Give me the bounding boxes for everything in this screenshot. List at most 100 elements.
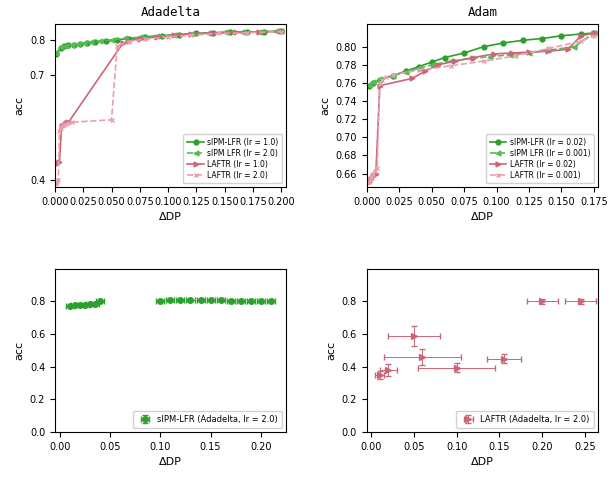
sIPM LFR (lr = 2.0): [81, 40, 88, 46]
sIPM LFR (lr = 0.001): [448, 58, 455, 64]
LAFTR (lr = 0.02): [577, 33, 584, 39]
LAFTR (lr = 0.02): [370, 173, 377, 179]
sIPM-LFR (lr = 0.02): [519, 37, 526, 43]
LAFTR (lr = 2.0): [68, 120, 76, 125]
sIPM-LFR (lr = 0.02): [366, 83, 373, 88]
LAFTR (lr = 2.0): [278, 29, 285, 35]
sIPM LFR (lr = 2.0): [204, 30, 212, 36]
sIPM LFR (lr = 0.001): [376, 76, 384, 82]
LAFTR (lr = 2.0): [113, 43, 121, 49]
LAFTR (lr = 2.0): [55, 177, 62, 183]
LAFTR (lr = 0.02): [564, 47, 572, 52]
LAFTR (lr = 1.0): [60, 122, 68, 128]
sIPM LFR (lr = 2.0): [74, 41, 81, 47]
LAFTR (lr = 2.0): [244, 30, 251, 36]
LAFTR (lr = 0.001): [376, 80, 384, 86]
LAFTR (lr = 0.02): [590, 30, 598, 36]
Line: sIPM LFR (lr = 0.001): sIPM LFR (lr = 0.001): [367, 31, 597, 87]
LAFTR (lr = 2.0): [54, 179, 61, 185]
LAFTR (lr = 0.02): [409, 75, 416, 81]
LAFTR (lr = 0.02): [372, 171, 379, 177]
sIPM LFR (lr = 2.0): [272, 28, 279, 34]
LAFTR (lr = 1.0): [52, 161, 60, 167]
LAFTR (lr = 1.0): [278, 28, 285, 34]
LAFTR (lr = 0.001): [379, 77, 386, 83]
sIPM LFR (lr = 2.0): [68, 42, 76, 48]
sIPM-LFR (lr = 1.0): [227, 30, 234, 36]
Legend: sIPM-LFR (lr = 1.0), sIPM LFR (lr = 2.0), LAFTR (lr = 1.0), LAFTR (lr = 2.0): sIPM-LFR (lr = 1.0), sIPM LFR (lr = 2.0)…: [184, 134, 282, 183]
X-axis label: ΔDP: ΔDP: [159, 457, 182, 467]
Title: Adam: Adam: [467, 6, 497, 19]
sIPM-LFR (lr = 1.0): [125, 36, 132, 42]
sIPM LFR (lr = 2.0): [221, 30, 228, 36]
Line: LAFTR (lr = 0.02): LAFTR (lr = 0.02): [367, 31, 597, 184]
Y-axis label: acc: acc: [14, 341, 24, 360]
sIPM-LFR (lr = 1.0): [210, 30, 217, 36]
Line: LAFTR (lr = 0.001): LAFTR (lr = 0.001): [367, 33, 597, 184]
LAFTR (lr = 1.0): [56, 159, 63, 165]
sIPM-LFR (lr = 1.0): [65, 43, 72, 48]
LAFTR (lr = 1.0): [58, 123, 65, 129]
LAFTR (lr = 1.0): [153, 34, 160, 40]
LAFTR (lr = 0.02): [451, 58, 459, 64]
LAFTR (lr = 1.0): [63, 120, 70, 126]
LAFTR (lr = 0.02): [525, 49, 533, 55]
LAFTR (lr = 1.0): [232, 29, 240, 35]
LAFTR (lr = 0.001): [577, 38, 584, 44]
X-axis label: ΔDP: ΔDP: [159, 213, 182, 222]
sIPM LFR (lr = 0.001): [366, 82, 373, 88]
sIPM-LFR (lr = 0.02): [370, 80, 377, 86]
LAFTR (lr = 0.001): [373, 165, 381, 171]
LAFTR (lr = 0.02): [422, 68, 429, 74]
LAFTR (lr = 0.001): [415, 67, 422, 73]
sIPM-LFR (lr = 0.02): [577, 31, 584, 37]
Title: Adadelta: Adadelta: [140, 6, 201, 19]
sIPM-LFR (lr = 0.02): [402, 68, 409, 74]
sIPM LFR (lr = 0.001): [389, 73, 396, 79]
sIPM LFR (lr = 0.001): [486, 54, 493, 60]
sIPM LFR (lr = 0.001): [415, 66, 422, 72]
sIPM-LFR (lr = 1.0): [244, 29, 251, 35]
Legend: sIPM-LFR (lr = 0.02), sIPM LFR (lr = 0.001), LAFTR (lr = 0.02), LAFTR (lr = 0.00: sIPM-LFR (lr = 0.02), sIPM LFR (lr = 0.0…: [486, 134, 594, 183]
LAFTR (lr = 2.0): [187, 32, 195, 38]
LAFTR (lr = 0.001): [366, 179, 373, 185]
sIPM-LFR (lr = 1.0): [60, 43, 68, 49]
sIPM LFR (lr = 0.001): [402, 69, 409, 75]
LAFTR (lr = 0.02): [434, 62, 442, 68]
sIPM-LFR (lr = 1.0): [142, 34, 149, 40]
LAFTR (lr = 2.0): [165, 34, 172, 40]
LAFTR (lr = 0.02): [545, 48, 552, 54]
LAFTR (lr = 0.001): [382, 74, 390, 80]
Line: LAFTR (lr = 2.0): LAFTR (lr = 2.0): [54, 29, 284, 186]
Y-axis label: acc: acc: [14, 96, 24, 115]
LAFTR (lr = 1.0): [170, 32, 178, 38]
sIPM LFR (lr = 2.0): [87, 39, 95, 45]
sIPM-LFR (lr = 0.02): [590, 30, 598, 36]
sIPM-LFR (lr = 1.0): [260, 29, 268, 35]
LAFTR (lr = 0.001): [590, 33, 598, 39]
LAFTR (lr = 0.02): [367, 176, 375, 182]
LAFTR (lr = 2.0): [215, 31, 223, 36]
LAFTR (lr = 1.0): [210, 30, 217, 36]
LAFTR (lr = 0.001): [368, 173, 376, 179]
sIPM LFR (lr = 2.0): [63, 43, 70, 48]
LAFTR (lr = 2.0): [56, 128, 63, 134]
sIPM LFR (lr = 2.0): [52, 50, 60, 56]
Line: sIPM-LFR (lr = 1.0): sIPM-LFR (lr = 1.0): [54, 29, 284, 56]
sIPM-LFR (lr = 1.0): [91, 39, 98, 45]
LAFTR (lr = 0.02): [366, 179, 373, 185]
LAFTR (lr = 0.02): [490, 51, 498, 57]
sIPM-LFR (lr = 0.02): [389, 73, 396, 79]
sIPM-LFR (lr = 1.0): [278, 28, 285, 34]
sIPM LFR (lr = 0.001): [467, 56, 474, 61]
sIPM LFR (lr = 0.001): [571, 44, 578, 49]
sIPM-LFR (lr = 0.02): [539, 36, 546, 41]
Legend: LAFTR (Adadelta, lr = 2.0): LAFTR (Adadelta, lr = 2.0): [456, 410, 594, 428]
sIPM-LFR (lr = 1.0): [83, 40, 90, 46]
LAFTR (lr = 2.0): [108, 117, 115, 123]
sIPM LFR (lr = 2.0): [278, 28, 285, 34]
sIPM LFR (lr = 2.0): [136, 35, 143, 40]
LAFTR (lr = 2.0): [65, 120, 72, 126]
LAFTR (lr = 0.001): [371, 168, 378, 174]
LAFTR (lr = 0.001): [389, 72, 396, 78]
